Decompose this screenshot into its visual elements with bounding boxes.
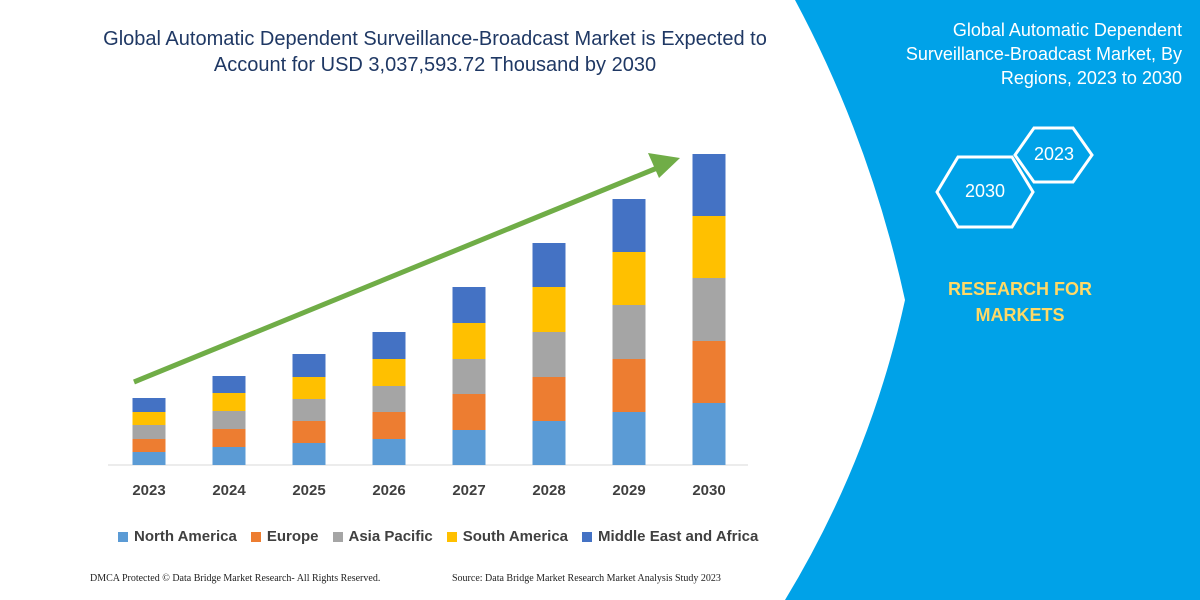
bar-2026-series-3 [372,359,406,386]
x-tick-label-2024: 2024 [212,482,246,499]
bar-2027-series-3 [452,323,486,359]
x-tick-labels: 2023 2024 2025 2026 2027 2028 2029 2030 [132,482,725,499]
bar-2028-series-0 [532,421,566,465]
bar-2023-series-4 [132,398,166,412]
footer-source: Source: Data Bridge Market Research Mark… [452,573,721,584]
bar-2026-series-1 [372,412,406,439]
brand-text: RESEARCH FOR MARKETS [930,276,1110,328]
bar-2030-series-3 [692,216,726,278]
bar-2026-series-4 [372,332,406,359]
bar-2029-series-2 [612,305,646,359]
bar-2025-series-3 [292,377,326,399]
legend-swatch-1 [250,531,261,542]
legend-item-4: Middle East and Africa [582,528,758,545]
bar-2030-series-2 [692,278,726,341]
bar-2029-series-1 [612,359,646,412]
legend-label-3: South America [462,528,569,545]
bar-2029-series-4 [612,199,646,252]
hexagon-2023 [1013,126,1094,184]
bar-2024-series-0 [212,447,246,465]
x-tick-label-2025: 2025 [292,482,325,499]
legend-label-0: North America [134,528,237,545]
legend-label-2: Asia Pacific [348,528,433,545]
legend-item-0: North America [118,528,237,545]
legend-item-1: Europe [250,528,319,545]
x-tick-label-2029: 2029 [612,482,645,499]
bar-2024-series-4 [212,376,246,393]
legend: North America Europe Asia Pacific South Ame… [118,528,758,545]
bar-2029-series-0 [612,412,646,465]
bar-2026-series-2 [372,386,406,412]
bar-2027-series-0 [452,430,486,465]
x-tick-label-2026: 2026 [372,482,405,499]
x-tick-label-2028: 2028 [532,482,565,499]
footer-copyright: DMCA Protected © Data Bridge Market Rese… [90,573,381,584]
x-tick-label-2023: 2023 [132,482,165,499]
bar-2024-series-2 [212,411,246,429]
bar-2024-series-1 [212,429,246,447]
hex-label-2023: 2023 [1033,144,1075,164]
bar-2029-series-3 [612,252,646,305]
bar-2026-series-0 [372,439,406,465]
legend-swatch-4 [582,531,593,542]
bar-2025-series-1 [292,421,326,443]
bar-2027-series-4 [452,287,486,323]
bar-2025-series-0 [292,443,326,465]
x-tick-label-2027: 2027 [452,482,485,499]
chart-title: Global Automatic Dependent Surveillance-… [103,28,767,76]
side-panel-title: Global Automatic Dependent Surveillance-… [905,20,1182,88]
trend-arrow-head [648,153,680,178]
bar-2030-series-1 [692,341,726,403]
bar-2028-series-3 [532,287,566,332]
hex-label-2030: 2030 [964,181,1006,201]
legend-label-1: Europe [266,528,319,545]
bar-2028-series-2 [532,332,566,377]
legend-swatch-0 [118,531,128,542]
bar-2030-series-0 [692,403,726,465]
bar-2023-series-1 [132,439,166,452]
bar-2023-series-3 [132,412,166,425]
bar-2028-series-1 [532,377,566,421]
bar-2028-series-4 [532,243,566,287]
legend-label-4: Middle East and Africa [598,528,759,545]
x-tick-label-2030: 2030 [692,482,725,499]
legend-item-2: Asia Pacific [332,528,433,545]
legend-item-3: South America [446,528,569,545]
trend-arrow-line [133,163,663,385]
bar-2027-series-2 [452,359,486,394]
bar-2023-series-2 [132,425,166,439]
hexagon-2030 [935,155,1035,229]
bar-2030-series-4 [692,154,726,216]
side-panel-bg [785,0,1200,600]
bar-2027-series-1 [452,394,486,430]
brand-line-2: MARKETS [975,305,1065,325]
brand-line-1: RESEARCH FOR [947,279,1092,299]
bar-2024-series-3 [212,393,246,411]
bars-layer [132,154,726,465]
bar-2023-series-0 [132,452,166,465]
bar-2025-series-4 [292,354,326,377]
bar-2025-series-2 [292,399,326,421]
legend-swatch-2 [332,531,343,542]
legend-swatch-3 [446,531,457,542]
